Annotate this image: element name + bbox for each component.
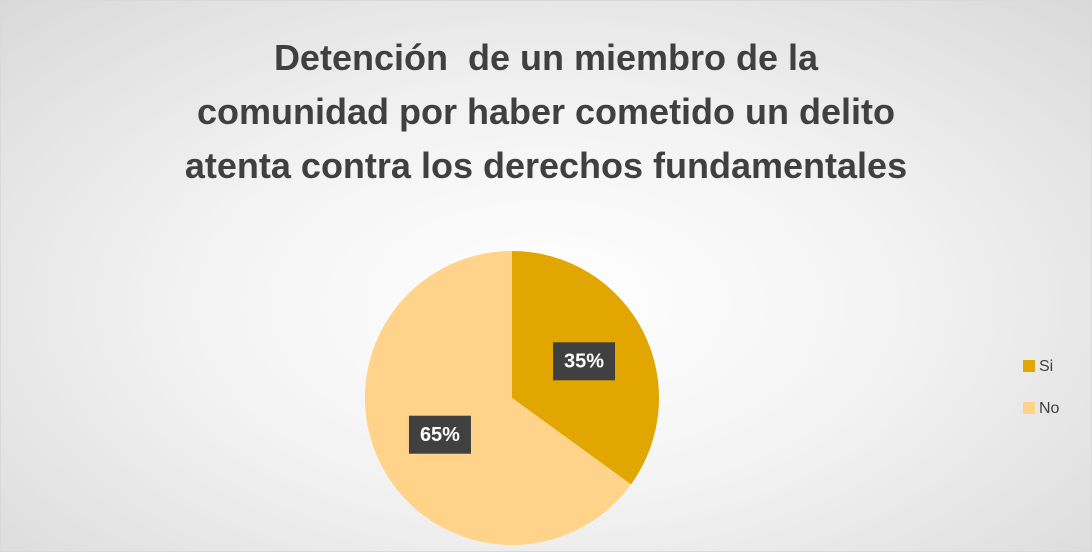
legend-label: No [1039, 400, 1060, 417]
legend-swatch [1023, 402, 1035, 414]
legend-label: Si [1039, 358, 1053, 375]
legend-swatch [1023, 360, 1035, 372]
pie-slice [364, 251, 631, 546]
chart-title: Detención de un miembro de la comunidad … [184, 37, 908, 186]
data-label: 65% [420, 424, 460, 446]
data-label-box [408, 415, 471, 454]
data-label-box [553, 342, 616, 381]
data-label: 35% [564, 351, 604, 373]
